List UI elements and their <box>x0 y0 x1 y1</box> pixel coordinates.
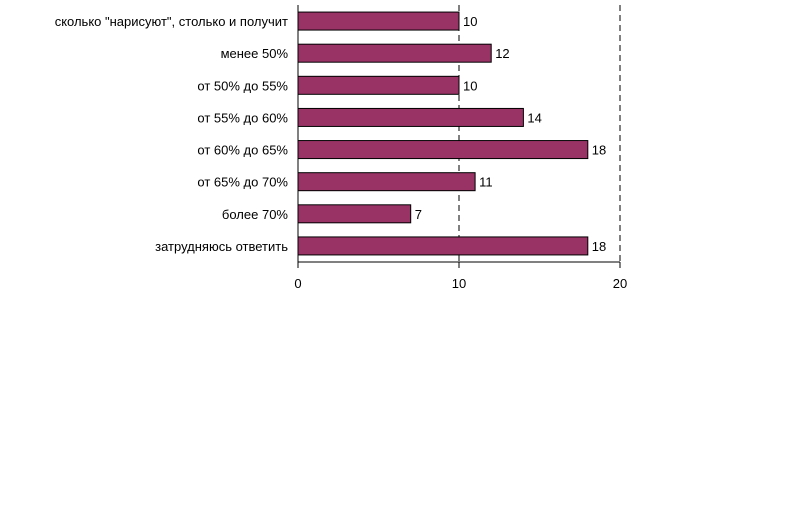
bar-0 <box>297 11 460 31</box>
value-label-1: 12 <box>495 46 509 61</box>
value-label-0: 10 <box>463 14 477 29</box>
bar-5 <box>297 172 476 192</box>
category-label-2: от 50% до 55% <box>197 78 288 93</box>
value-label-2: 10 <box>463 78 477 93</box>
x-tick-label-1: 10 <box>452 276 466 291</box>
category-label-5: от 65% до 70% <box>197 175 288 190</box>
bar-1 <box>297 43 492 63</box>
value-label-3: 14 <box>527 110 541 125</box>
bars <box>297 11 589 256</box>
bar-4 <box>297 140 589 160</box>
category-label-6: более 70% <box>222 207 289 222</box>
bar-2 <box>297 75 460 95</box>
value-label-4: 18 <box>592 143 606 158</box>
bar-6 <box>297 204 412 224</box>
category-label-4: от 60% до 65% <box>197 143 288 158</box>
x-tick-label-0: 0 <box>294 276 301 291</box>
category-label-3: от 55% до 60% <box>197 110 288 125</box>
value-label-6: 7 <box>415 207 422 222</box>
x-tick-label-2: 20 <box>613 276 627 291</box>
value-label-7: 18 <box>592 239 606 254</box>
value-label-5: 11 <box>479 175 493 190</box>
grid-lines <box>458 5 621 262</box>
labels: сколько "нарисуют", столько и получит 10 м… <box>55 14 628 291</box>
category-label-1: менее 50% <box>221 46 289 61</box>
category-label-0: сколько "нарисуют", столько и получит <box>55 14 288 29</box>
axes <box>297 5 621 268</box>
category-label-7: затрудняюсь ответить <box>155 239 288 254</box>
bar-7 <box>297 236 589 256</box>
bar-3 <box>297 107 524 127</box>
